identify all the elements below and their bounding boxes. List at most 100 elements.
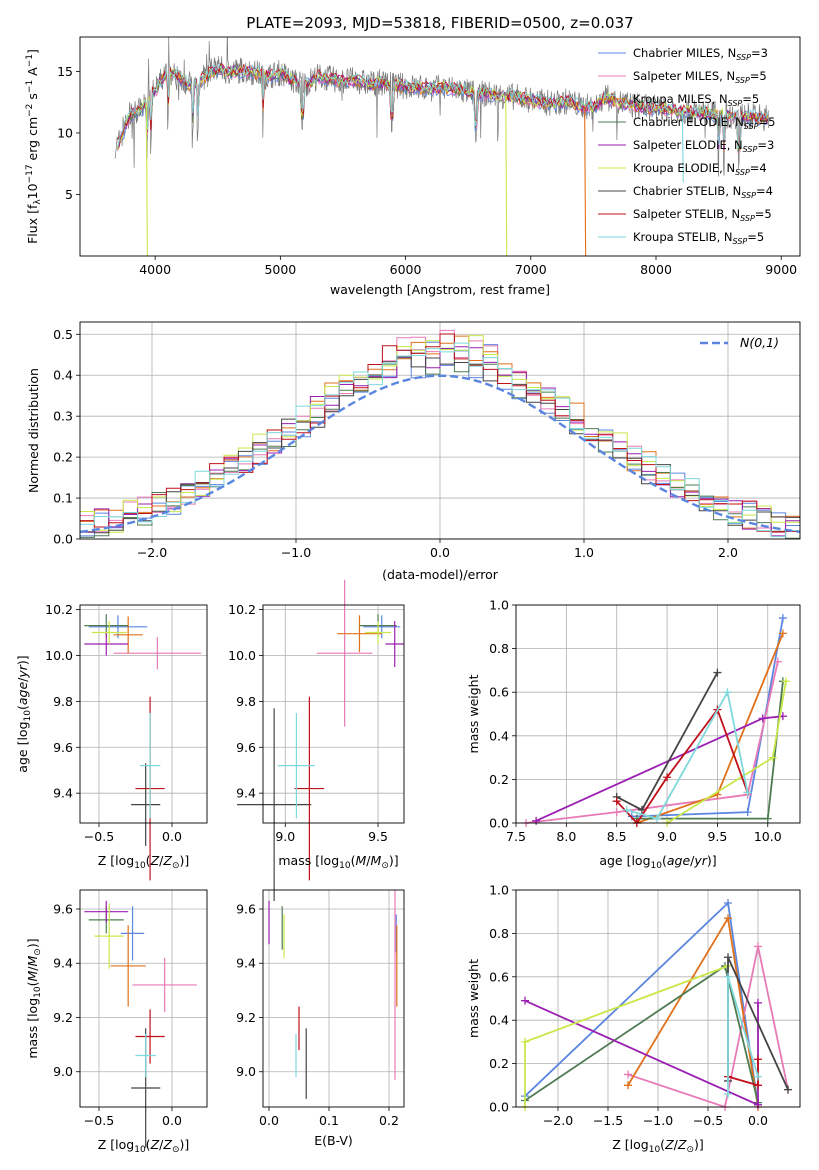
series-marker (612, 808, 621, 817)
tick-label-y: 9.4 (53, 786, 73, 801)
legend-entry: Salpeter MILES, NSSP=5 (633, 69, 767, 85)
tick-label-y: 0.2 (53, 450, 73, 465)
series-marker (724, 914, 732, 923)
tick-label-x: 2.0 (718, 545, 738, 560)
tick-label-x: −1.5 (593, 1113, 623, 1128)
tick-label-x: −2.0 (543, 1113, 573, 1128)
histogram-steps (80, 329, 800, 539)
series-line (535, 715, 783, 822)
axes-frame (79, 321, 801, 540)
series-marker (754, 1081, 762, 1090)
figure-title: PLATE=2093, MJD=53818, FIBERID=0500, z=0… (246, 14, 633, 32)
legend-entry: Chabrier STELIB, NSSP=4 (633, 184, 773, 200)
y-axis-label: age [log10(age/yr)] (15, 655, 33, 772)
axes-frame (79, 36, 801, 257)
tick-label-x: 5000 (264, 262, 296, 277)
tick-label-x: 6000 (390, 262, 422, 277)
tick-label-x: 0.1 (319, 1113, 339, 1128)
series-marker (663, 773, 672, 782)
series-line (524, 999, 759, 1107)
tick-label-y: 9.2 (236, 1010, 256, 1025)
y-axis-label: mass weight (466, 959, 481, 1038)
age_vs_Z-points (84, 614, 202, 881)
x-axis-label: Z [log10(Z/Z⊙)] (98, 1137, 190, 1155)
mass_weight_vs_age-axes: 7.5 8.0 8.5 9.0 9.5 10.0 0.0 0.2 0.4 0.6 0.8 1.0 (489, 598, 800, 844)
series-marker (521, 996, 529, 1005)
tick-label-y: 0.8 (489, 926, 509, 941)
tick-label-y: 0.0 (489, 816, 509, 831)
x-axis-label: E(B-V) (314, 1133, 353, 1148)
axes-frame (79, 889, 208, 1108)
tick-label-x: −0.5 (84, 829, 114, 844)
tick-label-y: 1.0 (489, 883, 509, 898)
tick-label-x: 0.0 (748, 1113, 768, 1128)
tick-label-y: 0.6 (489, 969, 509, 984)
tick-label-x: 0.0 (259, 1113, 279, 1128)
spectrum-feature (681, 110, 684, 183)
tick-label-x: 0.0 (162, 829, 182, 844)
tick-label-y: 9.8 (236, 694, 256, 709)
tick-label-x: 0.2 (379, 1113, 399, 1128)
tick-label-x: −0.5 (693, 1113, 723, 1128)
y-axis-label: Flux [fλ10−17 erg cm−2 s−1 A−1] (25, 49, 43, 244)
mass_vs_ebv-points (268, 890, 398, 1099)
series-marker (758, 714, 767, 723)
axes-frame (262, 889, 405, 1108)
tick-label-y: 9.4 (236, 786, 256, 801)
tick-label-x: 9.0 (657, 829, 677, 844)
tick-label-x: 4000 (139, 262, 171, 277)
legend-entry: N(0,1) (740, 335, 779, 350)
tick-label-y: 9.6 (53, 740, 73, 755)
age_vs_mass-axes: 9.0 9.5 9.4 9.6 9.8 10.0 10.2 (228, 602, 404, 844)
tick-label-y: 0.6 (489, 685, 509, 700)
tick-label-y: 0.4 (489, 1013, 509, 1028)
series-marker (723, 688, 732, 697)
series-marker (754, 1072, 762, 1081)
tick-label-y: 0.4 (489, 728, 509, 743)
tick-label-x: 9.5 (707, 829, 727, 844)
series-line (636, 632, 784, 824)
age_vs_Z-axes: −0.5 0.0 9.4 9.6 9.8 10.0 10.2 (45, 602, 207, 844)
series-marker (743, 808, 752, 817)
x-axis-label: Z [log10(Z/Z⊙)] (612, 1137, 704, 1155)
series-marker (778, 614, 787, 623)
series-marker (763, 814, 772, 823)
series-marker (622, 805, 631, 814)
series-marker (724, 972, 732, 981)
age_vs_mass-points (237, 579, 404, 902)
tick-label-y: 0.8 (489, 641, 509, 656)
tick-label-x: 7000 (515, 262, 547, 277)
series-marker (532, 816, 541, 825)
series-marker (713, 668, 722, 677)
legend-entry: Kroupa ELODIE, NSSP=4 (633, 161, 767, 177)
series-marker (754, 998, 762, 1007)
tick-label-x: 9.0 (275, 829, 295, 844)
tick-label-y: 10.0 (228, 648, 256, 663)
tick-label-x: −1.0 (281, 545, 311, 560)
spectrum-model-line (117, 63, 769, 146)
mass_weight_vs_Z-series (521, 899, 792, 1111)
tick-label-y: 5 (65, 187, 73, 202)
tick-label-y: 10.2 (228, 602, 256, 617)
axes-frame (79, 604, 208, 824)
tick-label-y: 9.2 (53, 1010, 73, 1025)
tick-label-y: 9.0 (53, 1064, 73, 1079)
tick-label-y: 9.8 (53, 694, 73, 709)
series-marker (624, 1070, 632, 1079)
legend-entry: Kroupa STELIB, NSSP=5 (633, 230, 764, 246)
series-marker (743, 788, 752, 797)
series-marker (781, 677, 790, 686)
tick-label-y: 9.6 (236, 740, 256, 755)
series-marker (754, 1055, 762, 1064)
series-line (525, 661, 779, 824)
mass_vs_Z-axes: −0.5 0.0 9.0 9.2 9.4 9.6 (53, 890, 207, 1128)
tick-label-y: 0.4 (53, 368, 73, 383)
tick-label-y: 10 (57, 125, 73, 140)
spectrum-lines (114, 37, 770, 256)
tick-label-y: 1.0 (489, 598, 509, 613)
x-axis-label: (data-model)/error (382, 567, 499, 582)
tick-label-y: 9.6 (236, 901, 256, 916)
series-line (627, 946, 789, 1109)
tick-label-x: 10.0 (754, 829, 782, 844)
series-marker (773, 657, 782, 666)
